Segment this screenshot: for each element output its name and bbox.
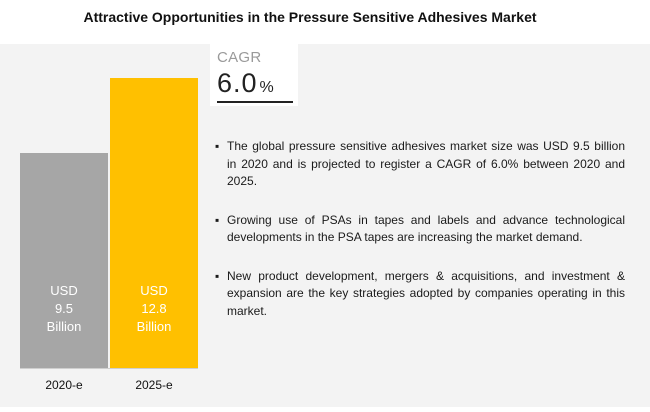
- key-point-3: ▪ New product development, mergers & acqu…: [215, 268, 625, 321]
- key-point-text: Growing use of PSAs in tapes and labels …: [227, 212, 625, 245]
- key-point-1: ▪ The global pressure sensitive adhesives…: [215, 138, 625, 191]
- key-point-text: The global pressure sensitive adhesives …: [227, 139, 625, 188]
- bar-2020-e: [20, 152, 108, 368]
- bullet-square-icon: ▪: [215, 268, 220, 283]
- cagr-value: 6.0%: [217, 67, 274, 104]
- x-tick-label: 2020-e: [45, 378, 83, 392]
- key-points-list: ▪ The global pressure sensitive adhesives…: [215, 138, 625, 341]
- key-point-2: ▪ Growing use of PSAs in tapes and labels…: [215, 212, 625, 247]
- key-point-text: New product development, mergers & acqui…: [227, 268, 625, 318]
- x-axis-line: [20, 368, 198, 369]
- bullet-square-icon: ▪: [215, 139, 220, 153]
- cagr-unit: %: [259, 79, 274, 96]
- cagr-label: CAGR: [217, 49, 262, 66]
- page-title: Attractive Opportunities in the Pressure…: [83, 9, 537, 25]
- bar-data-label: USD 9.5 Billion: [46, 283, 82, 334]
- bar-data-label: USD 12.8 Billion: [136, 283, 172, 334]
- cagr-number: 6.0: [217, 68, 258, 98]
- cagr-box: [210, 44, 298, 106]
- bullet-square-icon: ▪: [215, 212, 220, 227]
- bar-2025-e: [110, 78, 198, 368]
- cagr-underline: [217, 101, 293, 103]
- x-tick-label: 2025-e: [135, 378, 173, 392]
